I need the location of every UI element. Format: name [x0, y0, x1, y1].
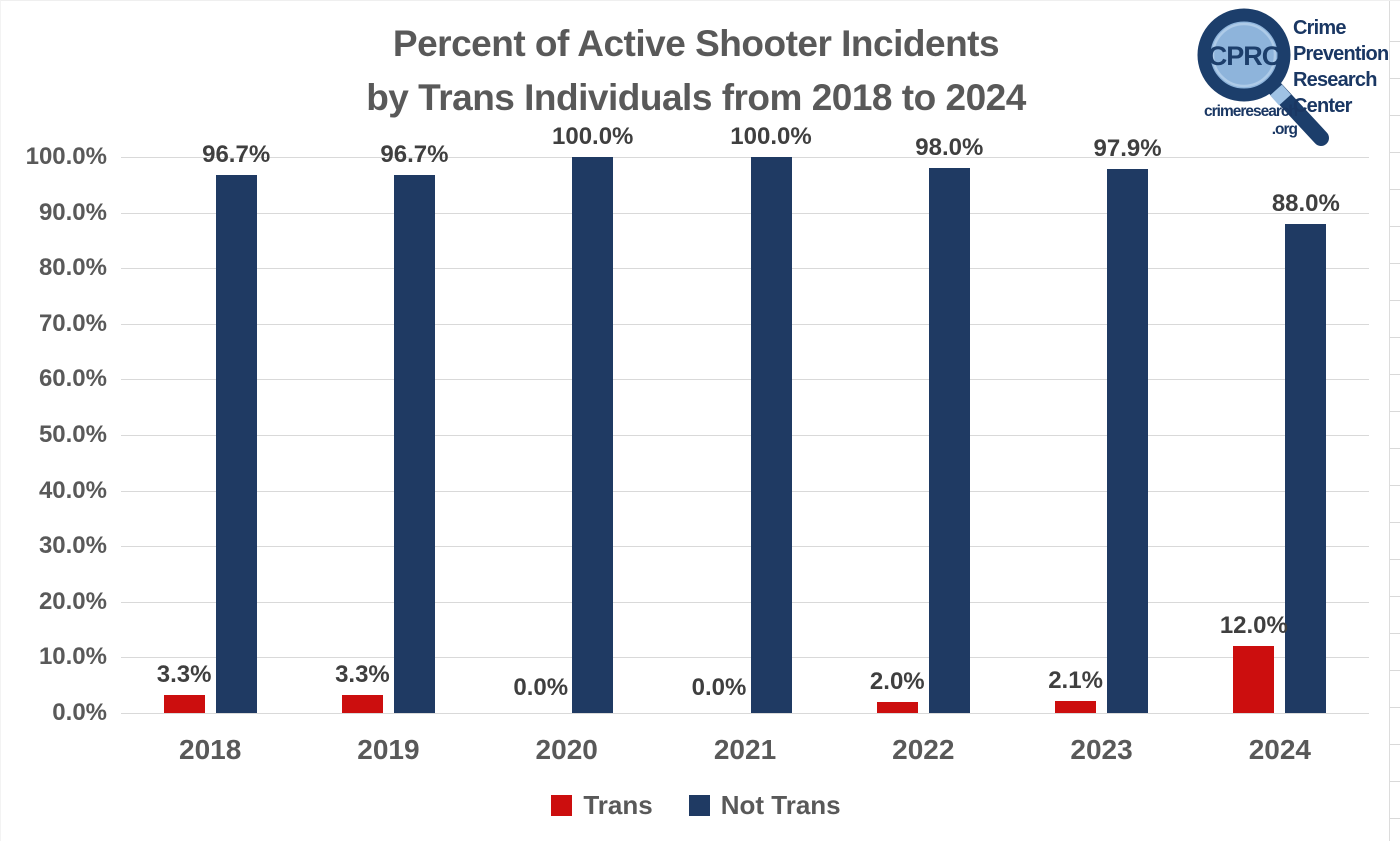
chart-title: Percent of Active Shooter Incidents by T…: [1, 17, 1391, 125]
bar-trans: [341, 694, 383, 713]
x-tick-label: 2019: [357, 734, 420, 765]
x-tick-label: 2022: [892, 734, 955, 765]
value-label: 100.0%: [552, 123, 634, 150]
value-label: 12.0%: [1219, 612, 1288, 640]
logo-url-line2: .org: [1271, 121, 1298, 138]
logo-org-name: Crime Prevention Research Center: [1293, 15, 1389, 119]
value-label: 3.3%: [156, 660, 212, 688]
value-label: 98.0%: [915, 134, 984, 162]
legend-item: Not Trans: [688, 790, 841, 820]
x-tick-label: 2024: [1248, 734, 1311, 765]
y-tick-label: 10.0%: [38, 643, 107, 671]
value-label: 2.1%: [1048, 667, 1103, 695]
y-tick-label: 20.0%: [38, 587, 107, 615]
chart-title-line2: by Trans Individuals from 2018 to 2024: [366, 77, 1026, 118]
gridline: [121, 435, 1369, 436]
logo-abbr: CPRC: [1208, 41, 1281, 71]
bar-trans: [1055, 701, 1097, 713]
value-label: 0.0%: [513, 674, 569, 701]
spreadsheet-edge: [1389, 1, 1400, 841]
y-tick-label: 90.0%: [38, 198, 107, 226]
magnifier-icon: CPRC: [1197, 8, 1329, 146]
value-label: 88.0%: [1271, 189, 1340, 217]
gridline: [121, 490, 1369, 492]
logo-org-line: Center: [1293, 95, 1352, 117]
y-tick-label: 80.0%: [38, 254, 107, 282]
y-tick-label: 70.0%: [38, 309, 107, 337]
logo-org-line: Research: [1293, 69, 1377, 91]
gridline: [121, 268, 1369, 270]
bar-not-trans: [1285, 223, 1327, 713]
bar-not-trans: [928, 168, 970, 713]
gridline: [121, 379, 1369, 381]
x-axis-labels: 2018 2019 2020 2021 2022 2023 2024: [1, 735, 1400, 769]
chart-title-line1: Percent of Active Shooter Incidents: [392, 23, 1000, 64]
gridline: [121, 601, 1369, 603]
x-tick-label: 2021: [713, 734, 777, 765]
legend-label: Trans: [583, 790, 653, 820]
gridline: [121, 713, 1369, 714]
value-label: 3.3%: [335, 660, 390, 688]
y-tick-label: 40.0%: [38, 476, 107, 504]
value-label: 2.0%: [869, 667, 925, 695]
bar-not-trans: [750, 157, 792, 713]
value-label: 97.9%: [1093, 134, 1162, 162]
legend-label: Not Trans: [720, 790, 841, 820]
bar-not-trans: [1107, 168, 1149, 713]
y-tick-label: 0.0%: [52, 699, 107, 726]
bar-not-trans: [393, 175, 435, 713]
gridline: [121, 212, 1369, 214]
legend-swatch: [551, 794, 573, 816]
bar-trans: [1233, 646, 1275, 713]
gridline: [121, 157, 1369, 158]
bar-trans: [876, 701, 918, 713]
gridline: [121, 657, 1369, 659]
y-axis-labels: 100.0% 90.0% 80.0% 70.0% 60.0% 50.0% 40.0% 30.0…: [1, 143, 107, 726]
value-label: 96.7%: [380, 141, 449, 169]
legend-item: Trans: [551, 790, 653, 820]
x-tick-label: 2020: [535, 734, 598, 765]
value-label: 96.7%: [202, 141, 271, 169]
y-tick-label: 100.0%: [25, 143, 107, 170]
y-tick-label: 50.0%: [38, 421, 107, 448]
bar-trans: [163, 694, 205, 713]
plot-area: 3.3% 96.7% 3.3% 96.7% 0.0% 100.0% 0.0% 100.0% 2.…: [121, 124, 1369, 714]
gridline: [121, 323, 1369, 325]
legend-swatch: [688, 794, 710, 816]
logo-org-line: Crime: [1293, 17, 1347, 39]
logo-url: crimeresearch .org: [1193, 103, 1298, 139]
y-tick-label: 30.0%: [38, 532, 107, 560]
y-tick-label: 60.0%: [38, 365, 107, 393]
gridline: [121, 546, 1369, 548]
bar-not-trans: [572, 157, 614, 713]
logo-url-line1: crimeresearch: [1204, 103, 1298, 120]
value-label: 0.0%: [691, 674, 747, 701]
value-label: 100.0%: [730, 123, 812, 150]
bar-not-trans: [215, 175, 257, 713]
legend: Trans Not Trans: [1, 792, 1391, 818]
logo-org-line: Prevention: [1293, 43, 1389, 65]
x-tick-label: 2023: [1070, 734, 1133, 765]
x-tick-label: 2018: [178, 734, 242, 765]
cprc-logo: CPRC Crime Prevention Research Center cr…: [1189, 1, 1389, 153]
